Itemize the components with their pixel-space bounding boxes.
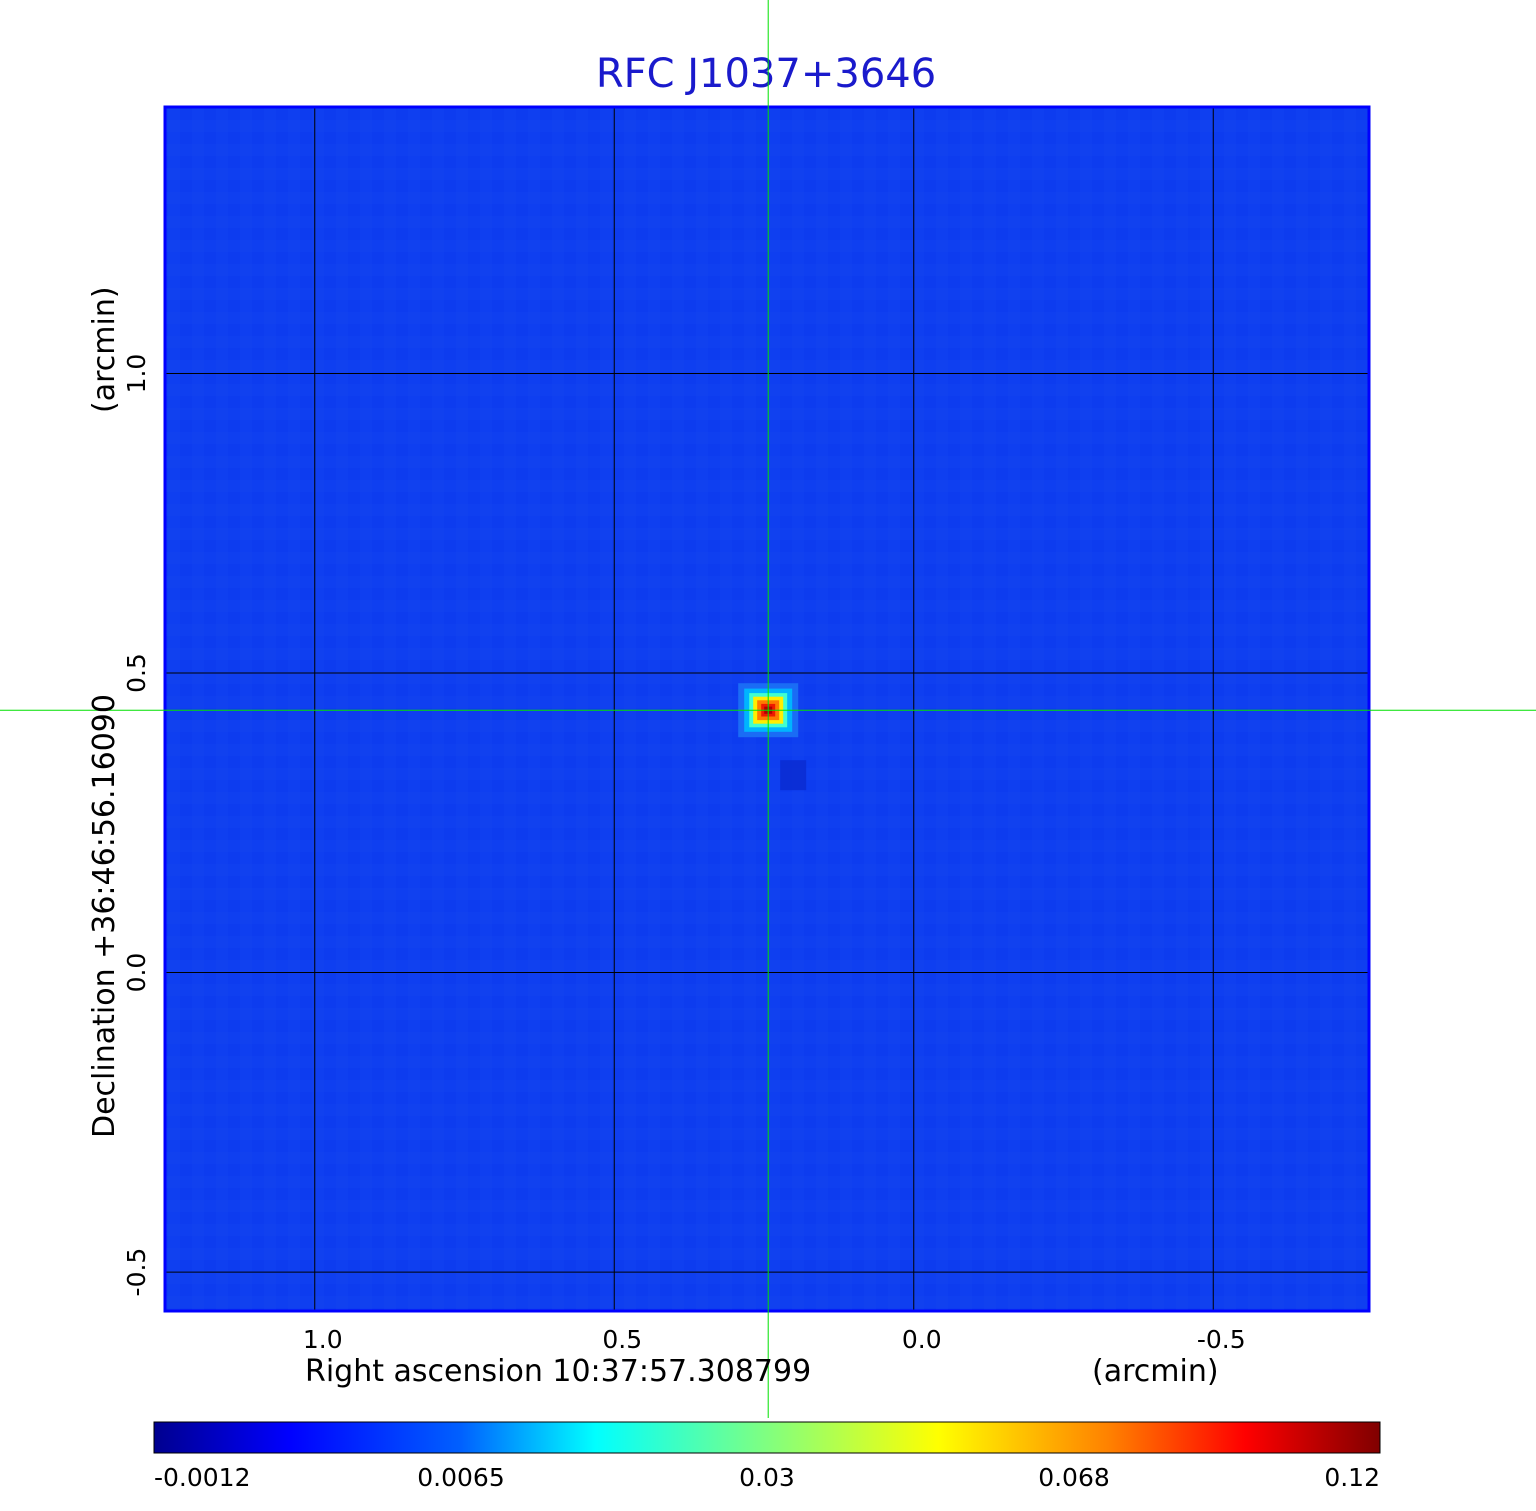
x-axis-unit: (arcmin)	[1092, 1354, 1219, 1389]
y-tick-labels: 1.0 0.5 0.0 -0.5	[122, 354, 151, 1297]
y-tick-label: 0.5	[122, 653, 151, 693]
x-tick-label: 0.5	[602, 1325, 642, 1354]
colorbar-tick-label: 0.0065	[417, 1463, 504, 1492]
crosshair	[0, 0, 1536, 1418]
grid-lines	[165, 107, 1369, 1311]
colorbar-tick-label: 0.12	[1324, 1463, 1380, 1492]
y-tick-label: 1.0	[122, 354, 151, 394]
colorbar-tick-labels: -0.0012 0.0065 0.03 0.068 0.12	[154, 1463, 1380, 1492]
y-axis-unit: (arcmin)	[87, 286, 122, 413]
colorbar	[153, 1421, 1381, 1454]
x-tick-label: 0.0	[902, 1325, 942, 1354]
colorbar-tick-label: -0.0012	[154, 1463, 251, 1492]
chart-title: RFC J1037+3646	[596, 51, 936, 97]
x-axis-label: Right ascension 10:37:57.308799	[305, 1354, 811, 1389]
y-axis-label: Declination +36:46:56.16090	[87, 694, 122, 1138]
y-tick-label: 0.0	[122, 953, 151, 993]
x-tick-label: 1.0	[303, 1325, 343, 1354]
y-tick-label: -0.5	[122, 1248, 151, 1297]
x-tick-label: -0.5	[1197, 1325, 1246, 1354]
colorbar-tick-label: 0.068	[1038, 1463, 1110, 1492]
colorbar-tick-label: 0.03	[739, 1463, 795, 1492]
x-tick-labels: 1.0 0.5 0.0 -0.5	[303, 1325, 1246, 1354]
plot-frame	[163, 105, 1371, 1313]
source-sidelobe	[780, 760, 807, 791]
plot-area	[165, 107, 1369, 1311]
